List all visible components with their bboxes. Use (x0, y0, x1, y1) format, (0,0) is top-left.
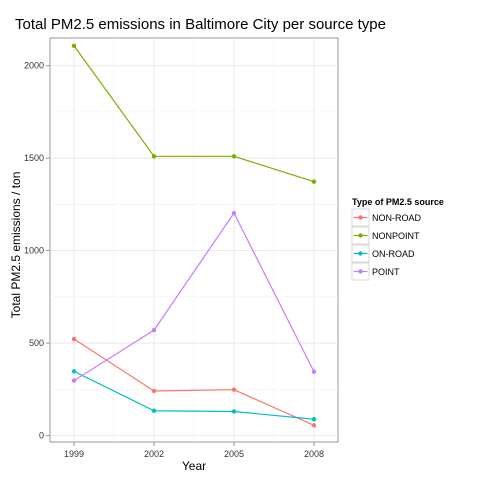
x-tick-label: 2005 (224, 449, 244, 459)
series-layer (71, 43, 317, 428)
data-point-nonpoint (231, 154, 237, 159)
data-point-on-road (71, 369, 77, 374)
legend-key-point (358, 269, 363, 274)
x-tick-label: 2008 (304, 449, 324, 459)
y-tick-label: 2000 (24, 61, 44, 71)
legend-title: Type of PM2.5 source (352, 197, 444, 207)
data-point-non-road (231, 387, 237, 392)
x-axis-ticks: 1999 2002 2005 2008 (64, 442, 324, 459)
y-tick-label: 500 (29, 338, 44, 348)
series-line-on-road (73, 370, 315, 420)
series-line-non-road (73, 338, 315, 426)
legend-key-point (358, 251, 363, 256)
x-tick-label: 1999 (64, 449, 84, 459)
legend-label-non-road: NON-ROAD (372, 213, 421, 223)
y-tick-label: 1500 (24, 153, 44, 163)
data-point-point (151, 327, 157, 333)
data-point-non-road (151, 388, 157, 394)
legend-key-point (358, 233, 363, 238)
data-point-on-road (231, 409, 237, 414)
data-point-on-road (151, 408, 157, 413)
data-point-nonpoint (311, 179, 317, 184)
data-point-on-road (311, 417, 317, 422)
legend-label-nonpoint: NONPOINT (372, 231, 420, 241)
legend-item-on-road: ON-ROAD (351, 244, 415, 263)
legend: Type of PM2.5 source NON-ROAD NONPOINT ON-… (351, 197, 444, 281)
legend-items: NON-ROAD NONPOINT ON-ROAD POINT (351, 208, 421, 281)
legend-key-point (358, 215, 363, 220)
legend-label-on-road: ON-ROAD (372, 249, 415, 259)
data-point-point (311, 369, 317, 374)
data-point-nonpoint (151, 154, 157, 159)
series-on-road (71, 369, 317, 422)
series-point (71, 210, 317, 383)
data-point-point (231, 210, 237, 216)
legend-item-nonpoint: NONPOINT (351, 226, 420, 245)
series-line-nonpoint (73, 45, 315, 183)
grid-lines (50, 38, 338, 442)
y-tick-label: 1000 (24, 246, 44, 256)
series-nonpoint (71, 43, 317, 184)
x-axis-title: Year (182, 459, 206, 473)
y-axis-ticks: 0 500 1000 1500 2000 (24, 61, 50, 441)
legend-label-point: POINT (372, 267, 400, 277)
series-line-point (73, 211, 315, 382)
y-tick-label: 0 (39, 431, 44, 441)
series-non-road (71, 336, 317, 428)
chart-title: Total PM2.5 emissions in Baltimore City … (15, 16, 386, 33)
data-point-non-road (71, 336, 77, 342)
y-axis-title: Total PM2.5 emissions / ton (9, 172, 23, 319)
data-point-non-road (311, 423, 317, 428)
legend-item-point: POINT (351, 262, 400, 281)
data-point-nonpoint (71, 43, 77, 48)
legend-item-non-road: NON-ROAD (351, 208, 421, 227)
data-point-point (71, 378, 77, 383)
x-tick-label: 2002 (144, 449, 164, 459)
